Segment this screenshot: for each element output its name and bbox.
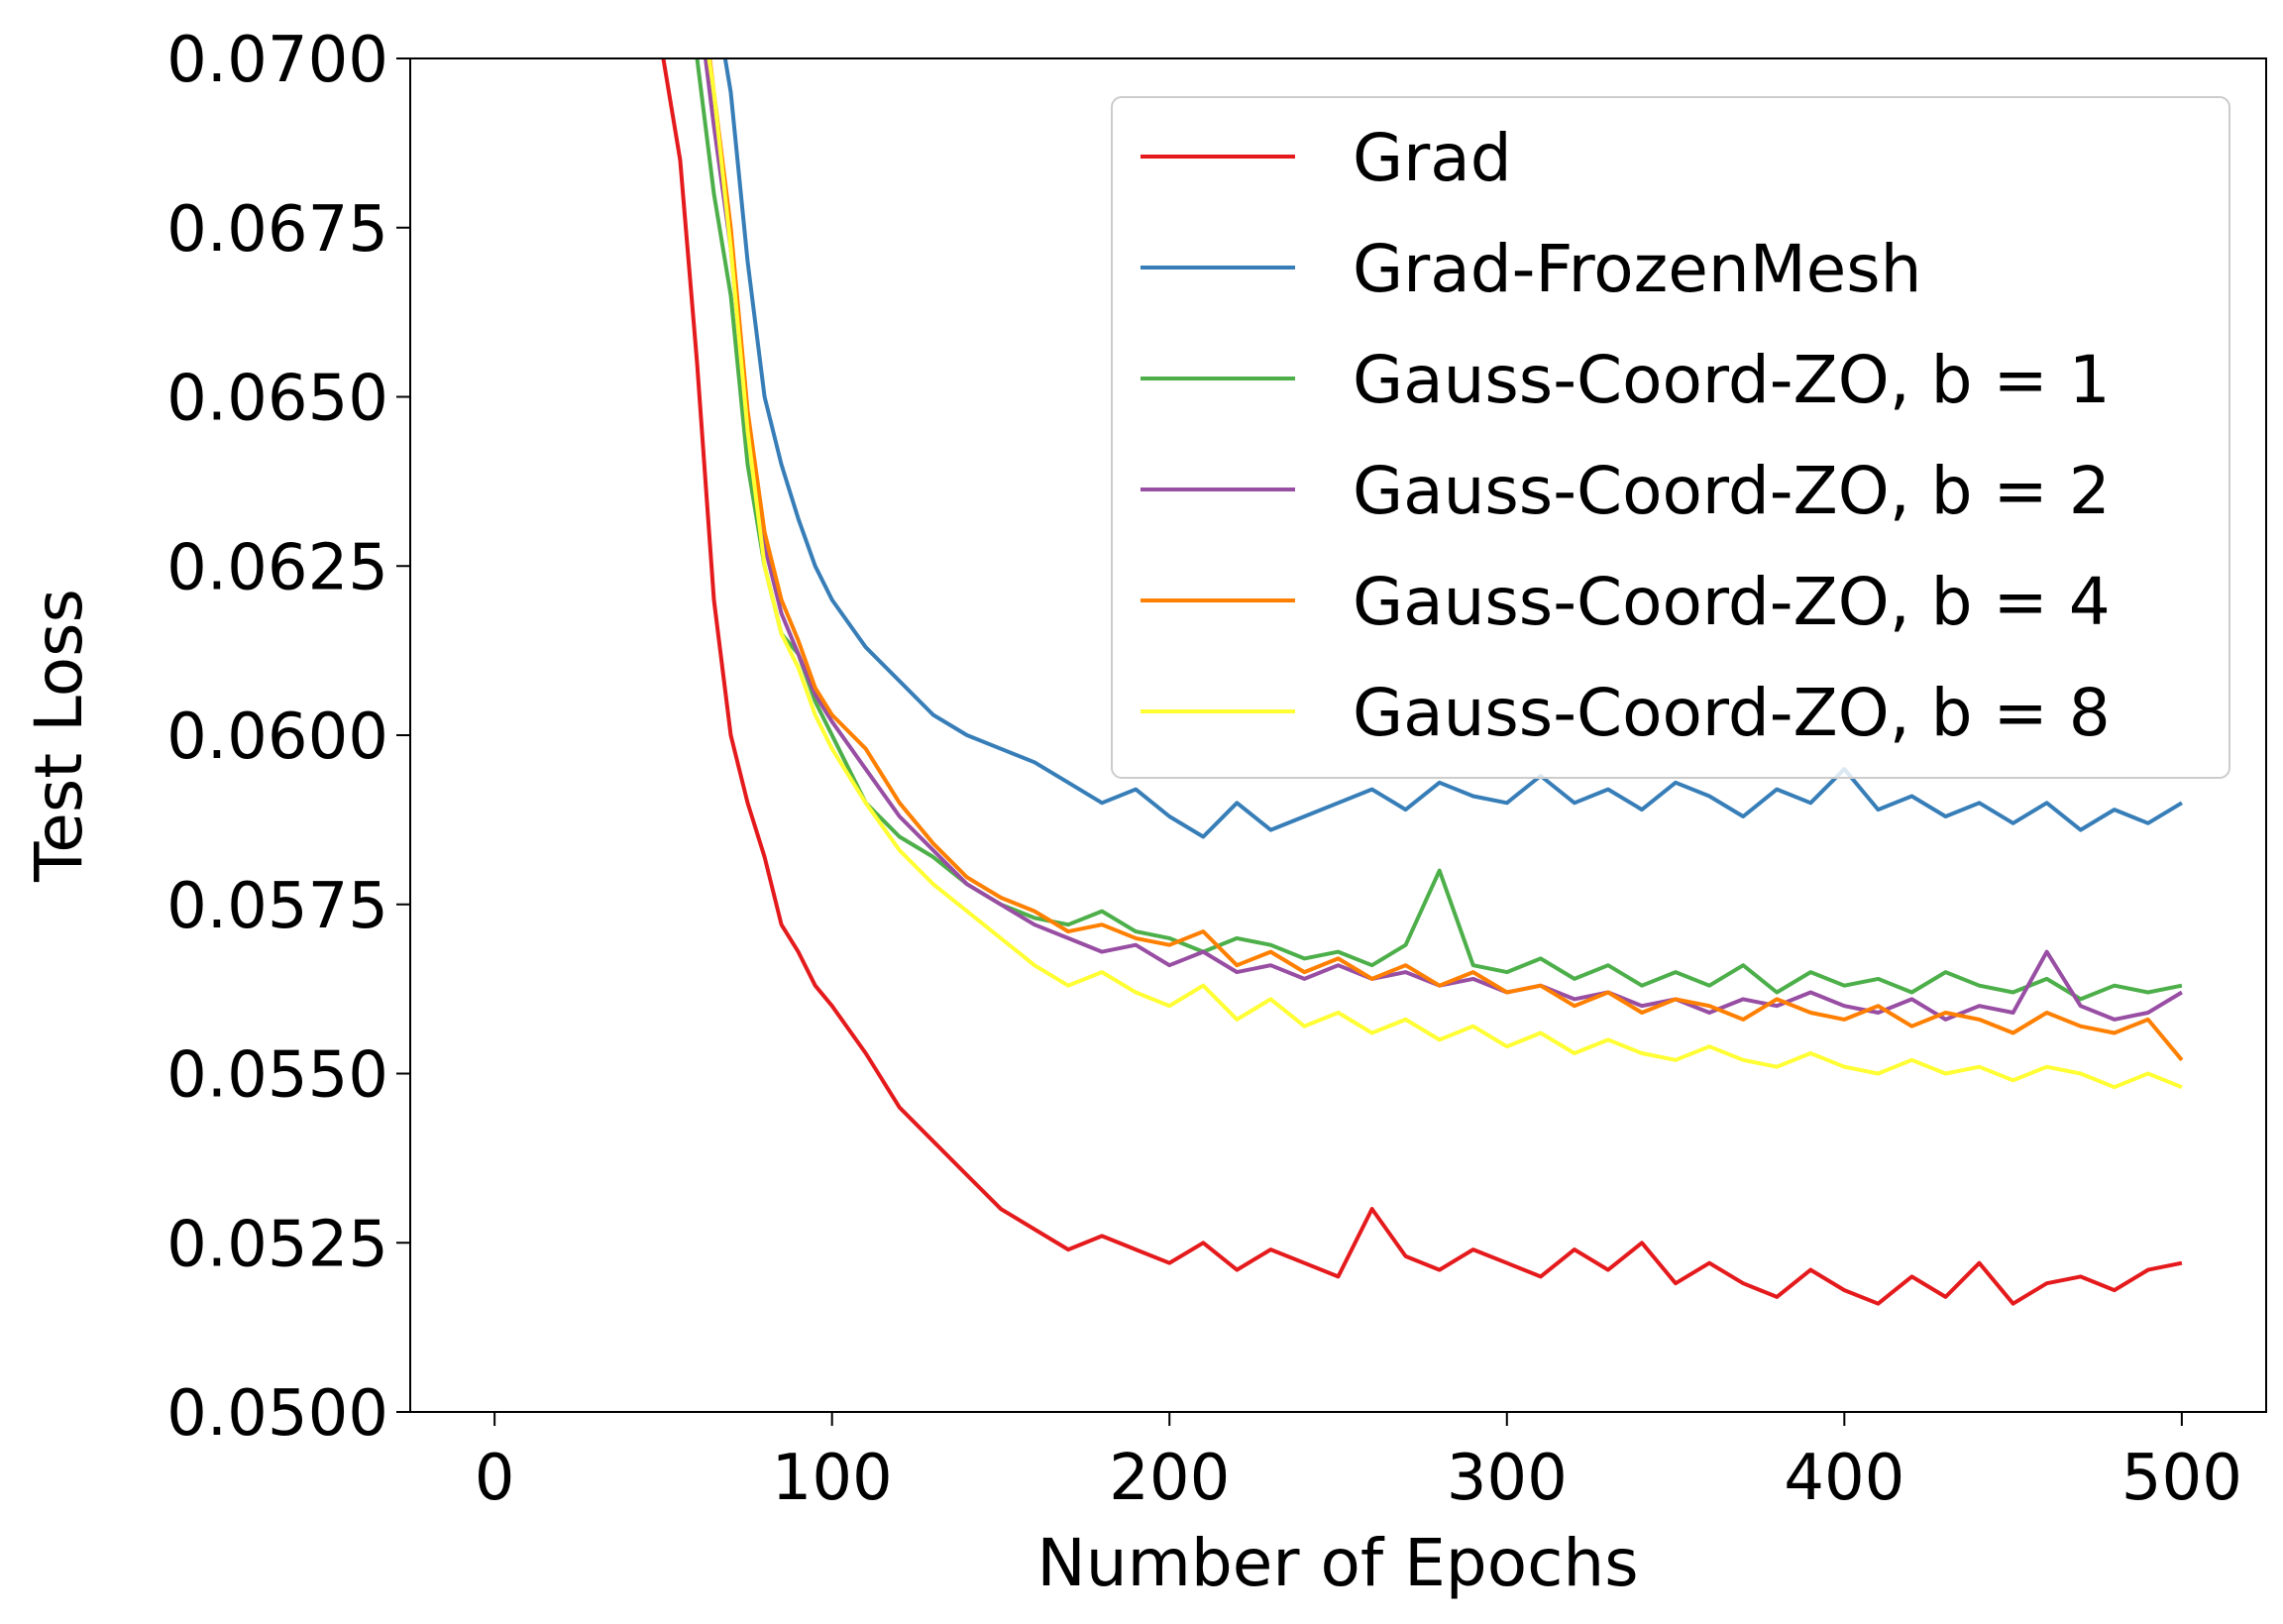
series-line [707,58,2183,1090]
legend-text: Gauss-Coord-ZO, b = 2 [1353,453,2111,529]
y-axis-label: Test Loss [21,589,97,883]
series-line [703,58,2183,1022]
series-line [707,58,2184,1062]
x-axis-label: Number of Epochs [1036,1525,1638,1601]
plot-lines [661,58,2184,1306]
series-line [661,58,2183,1306]
y-tick-label: 0.0675 [166,193,388,267]
plot-frame [409,57,2267,1413]
y-tick-label: 0.0575 [166,870,388,943]
x-tick-label: 300 [1447,1442,1568,1515]
y-tick-label: 0.0550 [166,1039,388,1113]
y-tick-label: 0.0700 [166,24,388,97]
legend-box [1111,96,2230,779]
legend-text: Gauss-Coord-ZO, b = 1 [1353,342,2111,418]
legend-text: Grad [1353,120,1512,196]
x-tick-label: 0 [475,1442,515,1515]
y-tick-label: 0.0525 [166,1208,388,1281]
x-tick-label: 100 [772,1442,893,1515]
x-tick-label: 400 [1784,1442,1904,1515]
legend-text: Grad-FrozenMesh [1353,231,1922,307]
legend-text: Gauss-Coord-ZO, b = 8 [1353,675,2111,751]
y-tick-label: 0.0625 [166,531,388,604]
y-tick-label: 0.0600 [166,701,388,774]
y-tick-label: 0.0650 [166,363,388,436]
legend-text: Gauss-Coord-ZO, b = 4 [1353,564,2111,640]
y-tick-label: 0.0500 [166,1377,388,1451]
series-line [722,58,2183,839]
x-tick-label: 500 [2121,1442,2242,1515]
x-tick-label: 200 [1109,1442,1230,1515]
